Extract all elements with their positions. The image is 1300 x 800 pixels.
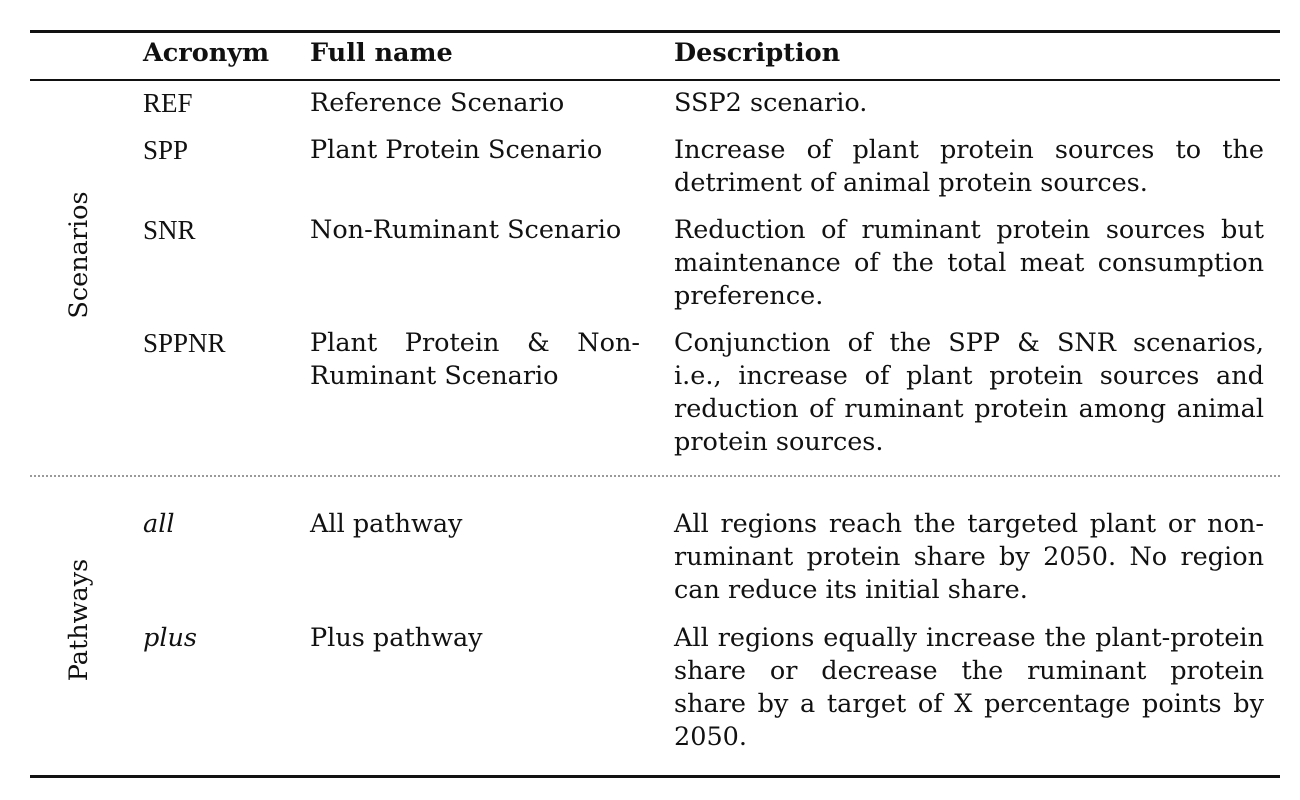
row-acronym: REF <box>143 88 193 118</box>
row-acronym: SPPNR <box>143 328 226 358</box>
row-description: Reduction of ruminant protein sources bu… <box>674 215 1264 311</box>
row-full-name: Plant Protein & Non-Ruminant Scenario <box>310 328 640 391</box>
group-label-pathways: Pathways <box>64 558 94 682</box>
row-acronym: SNR <box>143 215 196 245</box>
row-description: SSP2 scenario. <box>674 88 868 118</box>
table-top-rule <box>30 30 1280 33</box>
row-full-name: Non-Ruminant Scenario <box>310 215 622 245</box>
header-full-name: Full name <box>310 38 453 68</box>
group-label-scenarios: Scenarios <box>64 191 94 319</box>
row-full-name: Plant Protein Scenario <box>310 135 603 165</box>
row-acronym: plus <box>143 623 197 653</box>
group-divider <box>30 475 1280 477</box>
row-description: All regions reach the targeted plant or … <box>674 509 1264 605</box>
row-description: Conjunction of the SPP & SNR scenarios, … <box>674 328 1264 457</box>
row-full-name: Reference Scenario <box>310 88 565 118</box>
row-acronym: all <box>143 509 175 539</box>
table-header-rule <box>30 79 1280 81</box>
table-bottom-rule <box>30 775 1280 778</box>
header-acronym: Acronym <box>143 38 270 68</box>
row-full-name: Plus pathway <box>310 623 483 653</box>
row-full-name: All pathway <box>310 509 463 539</box>
row-acronym: SPP <box>143 135 189 165</box>
header-description: Description <box>674 38 841 68</box>
row-description: All regions equally increase the plant-p… <box>674 623 1264 752</box>
row-description: Increase of plant protein sources to the… <box>674 135 1264 198</box>
